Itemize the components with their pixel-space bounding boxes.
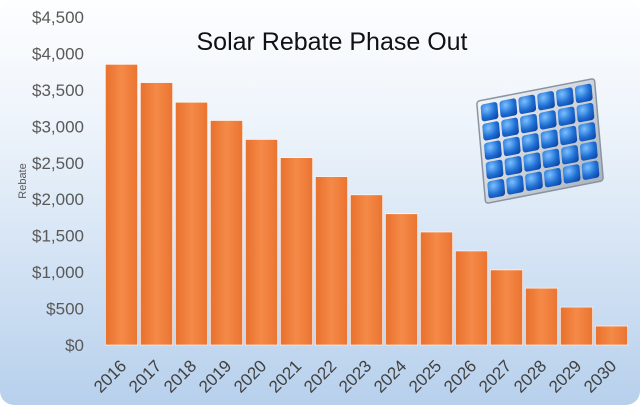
x-tick-label: 2016 (90, 356, 130, 396)
x-tick-label: 2029 (545, 356, 585, 396)
y-tick-label: $4,500 (32, 8, 84, 27)
bar (175, 101, 208, 346)
x-tick-label: 2030 (580, 356, 620, 396)
bar (455, 250, 488, 346)
solar-cell (523, 152, 542, 172)
bar (315, 176, 348, 346)
y-tick-label: $2,000 (32, 190, 84, 209)
x-tick-label: 2022 (300, 356, 340, 396)
solar-cell (561, 145, 579, 165)
x-tick-label: 2028 (510, 356, 550, 396)
chart-title: Solar Rebate Phase Out (197, 28, 468, 56)
solar-cell (525, 171, 543, 191)
y-tick-label: $500 (46, 300, 84, 319)
solar-cell (581, 160, 600, 180)
x-tick-label: 2019 (195, 356, 235, 396)
x-tick-label: 2026 (440, 356, 480, 396)
solar-cell (574, 83, 593, 103)
solar-cell (487, 179, 506, 199)
bar (525, 287, 558, 346)
y-tick-label: $0 (65, 336, 84, 355)
bar (350, 194, 383, 346)
solar-cell (499, 98, 518, 118)
solar-cell (485, 159, 504, 180)
solar-cell (504, 156, 523, 176)
solar-cell (543, 168, 562, 188)
solar-cell (562, 164, 581, 184)
y-tick-label: $3,000 (32, 117, 84, 136)
solar-cell (557, 106, 576, 126)
bar (245, 139, 278, 346)
solar-cell (538, 110, 557, 130)
x-tick-label: 2023 (335, 356, 375, 396)
x-tick-label: 2024 (370, 356, 410, 396)
x-tick-label: 2020 (230, 356, 270, 396)
solar-cell (480, 102, 499, 122)
solar-cell (506, 175, 524, 195)
solar-cell (542, 148, 560, 169)
x-tick-label: 2021 (265, 356, 305, 396)
solar-cell (518, 94, 537, 114)
solar-cell (559, 125, 578, 146)
solar-cell (520, 113, 538, 134)
solar-cell (540, 129, 559, 149)
solar-cell (556, 87, 574, 107)
bar (490, 269, 523, 346)
bar (595, 325, 628, 346)
solar-cell (482, 121, 501, 141)
y-tick-label: $1,500 (32, 227, 84, 246)
bar (210, 120, 243, 346)
y-tick-label: $4,000 (32, 44, 84, 63)
bar (385, 213, 418, 346)
bar (560, 306, 593, 346)
solar-cell (579, 141, 598, 161)
x-tick-label: 2017 (125, 356, 165, 396)
x-tick-label: 2025 (405, 356, 445, 396)
bar (105, 64, 138, 346)
y-tick-label: $3,500 (32, 81, 84, 100)
solar-cell (537, 91, 555, 111)
solar-cell (578, 122, 596, 142)
x-tick-label: 2018 (160, 356, 200, 396)
solar-cell (501, 117, 519, 137)
y-tick-label: $1,000 (32, 263, 84, 282)
solar-cell (576, 102, 595, 123)
solar-cell (484, 140, 502, 160)
bar (140, 82, 173, 346)
y-axis-label: Rebate (17, 163, 29, 198)
solar-panel-icon (476, 78, 604, 204)
bar (420, 231, 453, 346)
solar-cell (521, 133, 540, 153)
y-tick-label: $2,500 (32, 154, 84, 173)
bar (280, 157, 313, 346)
solar-cell (502, 136, 521, 157)
x-tick-label: 2027 (475, 356, 515, 396)
